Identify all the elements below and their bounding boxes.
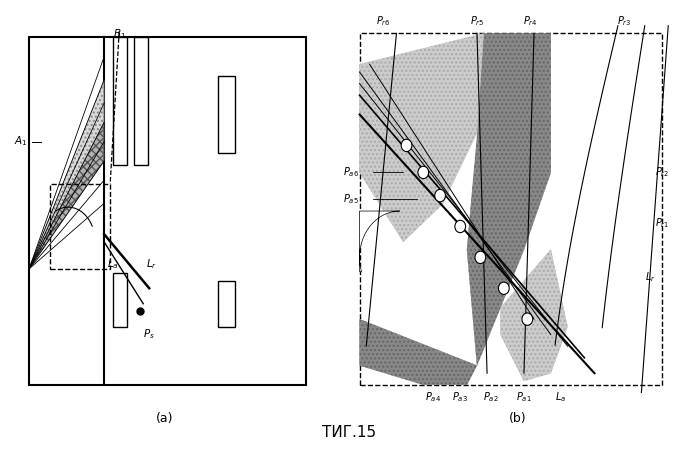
Polygon shape: [424, 134, 477, 257]
Text: $P_{r6}$: $P_{r6}$: [376, 14, 390, 28]
Text: $L_a$: $L_a$: [555, 391, 566, 405]
Circle shape: [418, 166, 428, 179]
Circle shape: [455, 220, 466, 233]
Polygon shape: [359, 211, 400, 272]
Circle shape: [498, 282, 509, 295]
Text: $L_r$: $L_r$: [146, 257, 157, 271]
Polygon shape: [359, 33, 484, 242]
Polygon shape: [359, 319, 477, 385]
Text: $L_r$: $L_r$: [644, 270, 656, 284]
Text: (b): (b): [508, 412, 526, 425]
Bar: [50, 184, 110, 269]
Polygon shape: [29, 80, 104, 269]
Bar: [113, 273, 127, 327]
Bar: [218, 76, 235, 153]
Text: $P_{r2}$: $P_{r2}$: [655, 166, 669, 179]
Polygon shape: [29, 122, 104, 269]
Polygon shape: [467, 33, 551, 365]
Circle shape: [475, 251, 486, 264]
Text: $P_{r1}$: $P_{r1}$: [655, 216, 669, 229]
Text: ΤИГ.15: ΤИГ.15: [322, 425, 377, 440]
Circle shape: [401, 139, 412, 152]
Text: $P_{r5}$: $P_{r5}$: [470, 14, 484, 28]
Bar: [113, 37, 127, 165]
Text: $B_1$: $B_1$: [113, 28, 126, 41]
Text: $A_1$: $A_1$: [14, 135, 27, 149]
Text: $P_{a3}$: $P_{a3}$: [452, 391, 468, 405]
Circle shape: [435, 189, 445, 202]
Bar: [218, 281, 235, 327]
Text: $P_{a4}$: $P_{a4}$: [426, 391, 441, 405]
Circle shape: [522, 313, 533, 326]
Text: $P_{a5}$: $P_{a5}$: [343, 193, 359, 207]
Text: $P_s$: $P_s$: [143, 327, 155, 341]
Bar: [134, 37, 147, 165]
Text: $P_{a6}$: $P_{a6}$: [343, 166, 359, 179]
Text: $P_{r3}$: $P_{r3}$: [617, 14, 632, 28]
Text: $L_a$: $L_a$: [107, 257, 119, 271]
Text: $P_{a1}$: $P_{a1}$: [516, 391, 532, 405]
Text: (a): (a): [155, 412, 173, 425]
Polygon shape: [500, 250, 568, 381]
Text: $P_{r4}$: $P_{r4}$: [524, 14, 538, 28]
Text: $P_{a2}$: $P_{a2}$: [482, 391, 498, 405]
